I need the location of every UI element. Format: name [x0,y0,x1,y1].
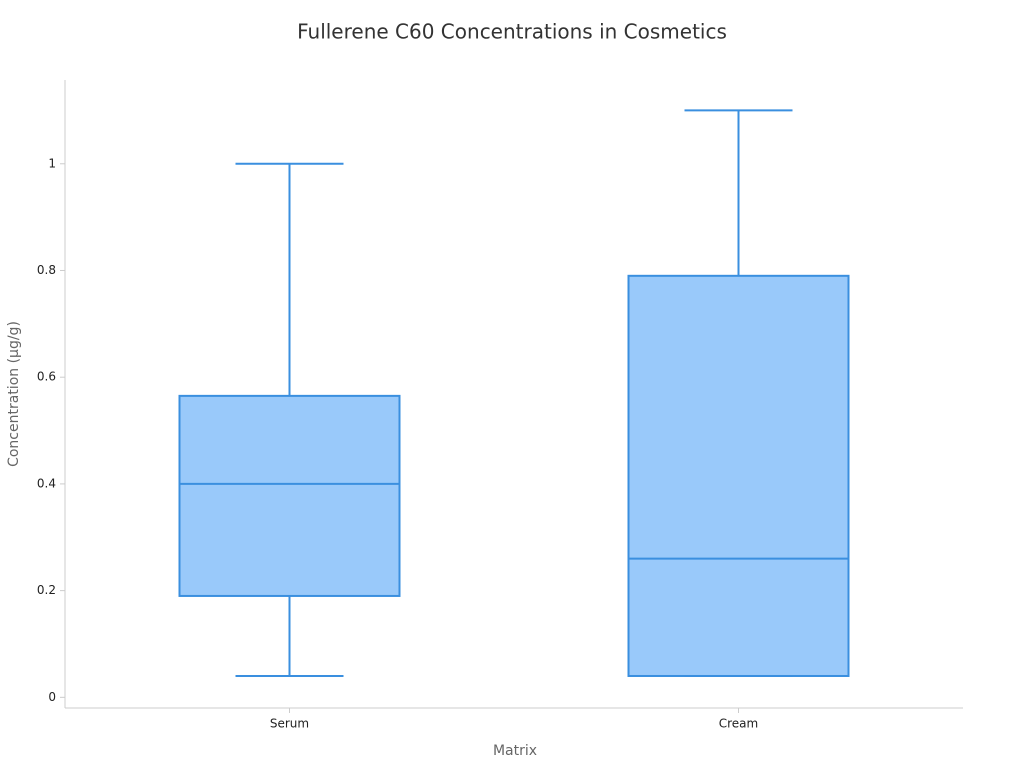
y-tick-label: 0.2 [37,583,56,597]
y-tick-label: 0 [48,690,56,704]
y-tick-label: 1 [48,156,56,170]
y-tick-label: 0.4 [37,476,56,490]
y-tick-label: 0.8 [37,263,56,277]
x-tick-label: Serum [270,717,309,731]
x-axis-label: Matrix [493,743,537,759]
box [178,394,401,597]
chart-title: Fullerene C60 Concentrations in Cosmetic… [297,20,727,44]
y-axis-label: Concentration (µg/g) [6,321,22,467]
x-tick-label: Cream [719,717,758,731]
y-tick-label: 0.6 [37,370,56,384]
box [627,274,850,677]
